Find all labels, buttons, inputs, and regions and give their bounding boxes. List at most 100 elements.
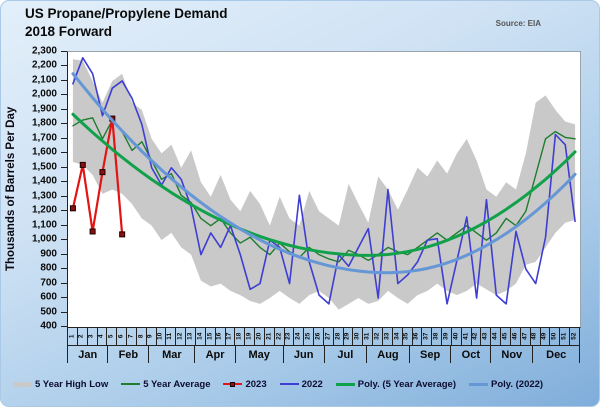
week-cell: 51 (560, 327, 571, 345)
legend-swatch-line (121, 383, 141, 385)
week-cell: 16 (216, 327, 226, 345)
legend-label: 5 Year High Low (35, 378, 109, 390)
week-cell: 45 (501, 327, 511, 345)
week-cell: 26 (314, 327, 324, 345)
y-tick-label: 1,500 (31, 161, 57, 173)
week-label: 15 (205, 332, 213, 340)
week-cell: 36 (413, 327, 423, 345)
series-y2022 (72, 56, 576, 305)
week-label: 18 (235, 332, 243, 340)
legend-swatch-line (279, 383, 299, 385)
week-label: 47 (520, 332, 528, 340)
week-label: 13 (186, 332, 194, 340)
legend-item: 5 Year High Low (13, 379, 108, 390)
plot-area (67, 51, 581, 328)
week-cell: 43 (481, 327, 492, 345)
y-tick-label: 2,200 (31, 59, 57, 71)
week-label: 28 (333, 332, 341, 340)
y-tick-label: 600 (40, 291, 57, 303)
week-label: 17 (225, 332, 233, 340)
week-label: 51 (560, 332, 568, 340)
marker-y2023 (99, 169, 106, 176)
week-cell: 15 (206, 327, 216, 345)
week-label: 40 (452, 332, 460, 340)
legend-item: 2022 (279, 378, 323, 390)
week-label: 16 (215, 332, 223, 340)
y-tick-mark (61, 152, 67, 154)
week-cell: 48 (531, 327, 541, 345)
week-label: 11 (166, 332, 174, 340)
week-cell: 37 (422, 327, 433, 345)
week-cell: 24 (294, 327, 305, 345)
week-label: 33 (383, 332, 391, 340)
legend-swatch-line-thick (335, 382, 355, 386)
legend-swatch-line-marker (223, 381, 243, 387)
week-cell: 30 (353, 327, 364, 345)
y-tick-label: 900 (40, 248, 57, 260)
week-cell: 18 (235, 327, 246, 345)
week-label: 43 (481, 332, 489, 340)
source-label: Source: EIA (495, 19, 541, 28)
month-cell: Dec (533, 346, 581, 363)
y-tick-mark (61, 108, 67, 110)
week-cell: 25 (304, 327, 315, 345)
legend-marker-square (230, 381, 236, 387)
week-cell: 47 (521, 327, 531, 345)
marker-y2023 (79, 161, 86, 168)
week-label: 12 (176, 332, 184, 340)
y-tick-label: 800 (40, 262, 57, 274)
y-tick-label: 2,100 (31, 74, 57, 86)
week-cell: 3 (88, 327, 98, 345)
y-tick-mark (61, 282, 67, 284)
chart-title-line-1: US Propane/Propylene Demand (25, 6, 228, 21)
week-label: 8 (137, 334, 145, 338)
legend-item: Poly. (5 Year Average) (335, 379, 456, 390)
week-label: 9 (146, 334, 154, 338)
series-y2023 (71, 117, 124, 236)
y-tick-mark (61, 253, 67, 255)
week-label: 5 (107, 334, 115, 338)
week-cell: 32 (373, 327, 383, 345)
legend-label: 2022 (301, 378, 323, 390)
y-tick-label: 1,900 (31, 103, 57, 115)
marker-y2023 (69, 205, 76, 212)
y-tick-label: 1,800 (31, 117, 57, 129)
y-tick-mark (61, 137, 67, 139)
week-label: 30 (353, 332, 361, 340)
week-label: 23 (284, 332, 292, 340)
y-tick-label: 1,300 (31, 190, 57, 202)
week-cell: 35 (403, 327, 413, 345)
week-label: 32 (373, 332, 381, 340)
week-cell: 5 (107, 327, 118, 345)
y-tick-label: 1,600 (31, 146, 57, 158)
week-cell: 2 (78, 327, 88, 345)
week-label: 41 (461, 332, 469, 340)
week-label: 48 (530, 332, 538, 340)
y-tick-mark (61, 65, 67, 67)
legend-item: 5 Year Average (121, 379, 210, 390)
week-cell: 11 (166, 327, 177, 345)
y-tick-mark (61, 166, 67, 168)
y-tick-label: 1,700 (31, 132, 57, 144)
y-tick-mark (61, 297, 67, 299)
plot-svg (69, 56, 577, 310)
y-tick-label: 2,300 (31, 45, 57, 57)
x-axis-month-row: Jan Feb Mar Apr May Jun Jul Aug Sep Oct Nov Dec (67, 346, 581, 363)
marker-y2023 (119, 231, 126, 238)
month-cell: Sep (410, 346, 452, 363)
week-label: 3 (87, 334, 95, 338)
week-label: 7 (127, 334, 135, 338)
month-cell: May (236, 346, 284, 363)
week-label: 45 (501, 332, 509, 340)
y-tick-mark (61, 94, 67, 96)
y-tick-label: 1,000 (31, 233, 57, 245)
week-cell: 21 (265, 327, 275, 345)
week-cell: 14 (196, 327, 206, 345)
y-tick-mark (61, 239, 67, 241)
legend-item: Poly. (2022) (469, 379, 543, 390)
week-label: 31 (363, 332, 371, 340)
week-cell: 20 (255, 327, 265, 345)
month-cell: Jul (325, 346, 368, 363)
month-cell: Mar (149, 346, 196, 363)
